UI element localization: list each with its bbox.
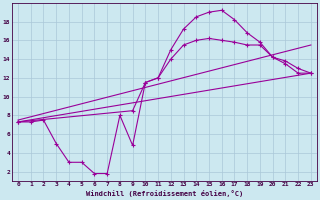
X-axis label: Windchill (Refroidissement éolien,°C): Windchill (Refroidissement éolien,°C): [86, 190, 243, 197]
